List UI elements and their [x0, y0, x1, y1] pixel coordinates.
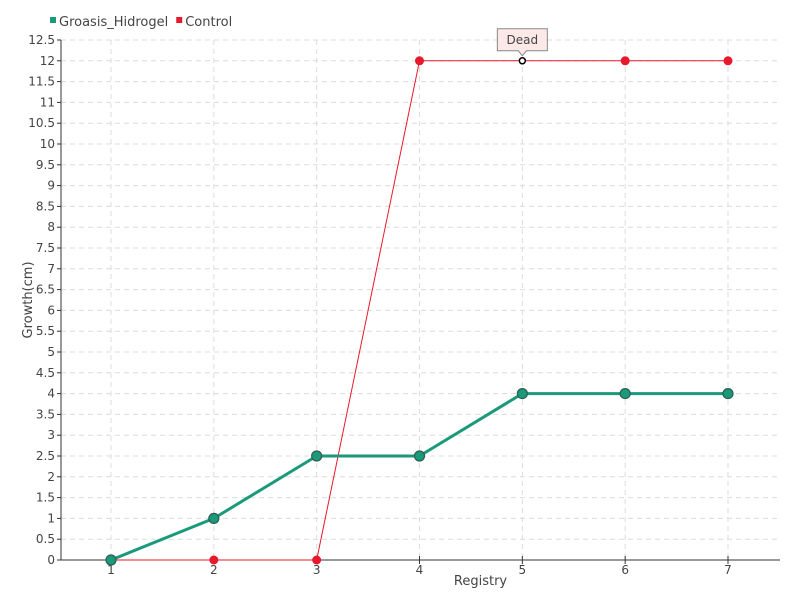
y-tick-label: 8.5: [36, 199, 55, 213]
data-point: [516, 388, 528, 400]
x-tick-label: 5: [519, 563, 527, 577]
y-tick-label: 9.5: [36, 158, 55, 172]
grid: [61, 39, 780, 560]
y-tick-label: 2: [47, 470, 55, 484]
data-point: [415, 56, 424, 66]
y-tick-label: 6.5: [36, 283, 55, 297]
y-tick-label: 4: [47, 387, 55, 401]
y-tick-label: 10: [40, 137, 55, 151]
data-point: [312, 555, 322, 565]
annotations: Dead: [496, 28, 548, 57]
y-tick-label: 0.5: [36, 532, 55, 546]
legend-swatch: [176, 17, 183, 23]
y-tick-label: 3: [47, 428, 55, 442]
x-tick-label: 6: [621, 563, 629, 577]
legend: Groasis_Hidrogel Control: [50, 15, 232, 30]
y-tick-label: 11: [40, 95, 55, 109]
series: [105, 56, 734, 566]
y-tick-label: 7.5: [36, 241, 55, 255]
y-tick-label: 8: [47, 220, 55, 234]
y-tick-label: 0: [47, 553, 55, 567]
x-tick-label: 2: [210, 563, 218, 577]
legend-label: Groasis_Hidrogel: [59, 15, 168, 30]
y-tick-label: 1: [47, 511, 55, 525]
data-point: [413, 450, 426, 462]
data-point: [208, 512, 220, 525]
y-tick-label: 12: [40, 54, 55, 68]
data-point: [105, 554, 117, 566]
x-tick-label: 4: [416, 563, 424, 577]
y-tick-label: 7: [47, 262, 55, 276]
data-point: [723, 56, 733, 66]
data-point: [619, 388, 631, 400]
y-tick-label: 1.5: [36, 491, 55, 505]
axes: 00.511.522.533.544.555.566.577.588.599.5…: [28, 33, 780, 577]
legend-label: Control: [185, 15, 232, 30]
data-point: [722, 388, 734, 400]
annotation-callout: [496, 28, 548, 57]
y-tick-label: 5.5: [36, 324, 55, 338]
x-axis-title: Registry: [454, 574, 508, 589]
y-tick-label: 5: [47, 345, 55, 359]
x-tick-label: 1: [107, 563, 115, 577]
data-point: [311, 450, 323, 462]
y-tick-label: 10.5: [28, 116, 55, 130]
y-tick-label: 6: [47, 303, 55, 317]
y-tick-label: 4.5: [36, 366, 55, 380]
x-tick-label: 7: [724, 563, 732, 577]
legend-swatch: [50, 17, 56, 23]
y-tick-label: 2.5: [36, 449, 55, 463]
y-tick-label: 11.5: [28, 75, 55, 89]
data-point: [620, 56, 630, 66]
data-point: [209, 555, 219, 565]
x-tick-label: 3: [313, 563, 321, 577]
y-tick-label: 9: [47, 179, 55, 193]
data-point-highlighted: [518, 57, 527, 65]
y-tick-label: 12.5: [28, 33, 55, 47]
annotation-label: Dead: [507, 33, 539, 47]
y-axis-title: Growth(cm): [21, 261, 36, 338]
y-tick-label: 3.5: [36, 407, 55, 421]
